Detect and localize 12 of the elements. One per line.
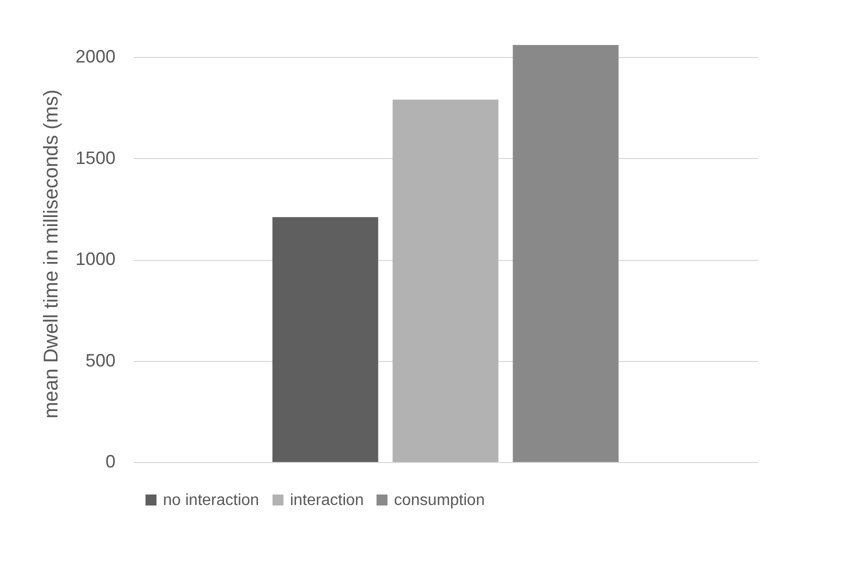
- bar: [512, 45, 619, 462]
- y-tick-label: 0: [105, 452, 116, 472]
- y-tick-label: 1000: [75, 249, 116, 270]
- legend-label: interaction: [290, 492, 364, 509]
- y-tick-label: 500: [85, 350, 116, 370]
- bar: [272, 217, 378, 462]
- legend-label: consumption: [394, 492, 485, 509]
- y-tick-label: 2000: [75, 46, 116, 67]
- legend-label: no interaction: [163, 492, 260, 509]
- y-tick-label: 1500: [75, 148, 116, 168]
- y-axis-title: mean Dwell time in milliseconds (ms): [40, 90, 62, 418]
- bar: [392, 100, 498, 462]
